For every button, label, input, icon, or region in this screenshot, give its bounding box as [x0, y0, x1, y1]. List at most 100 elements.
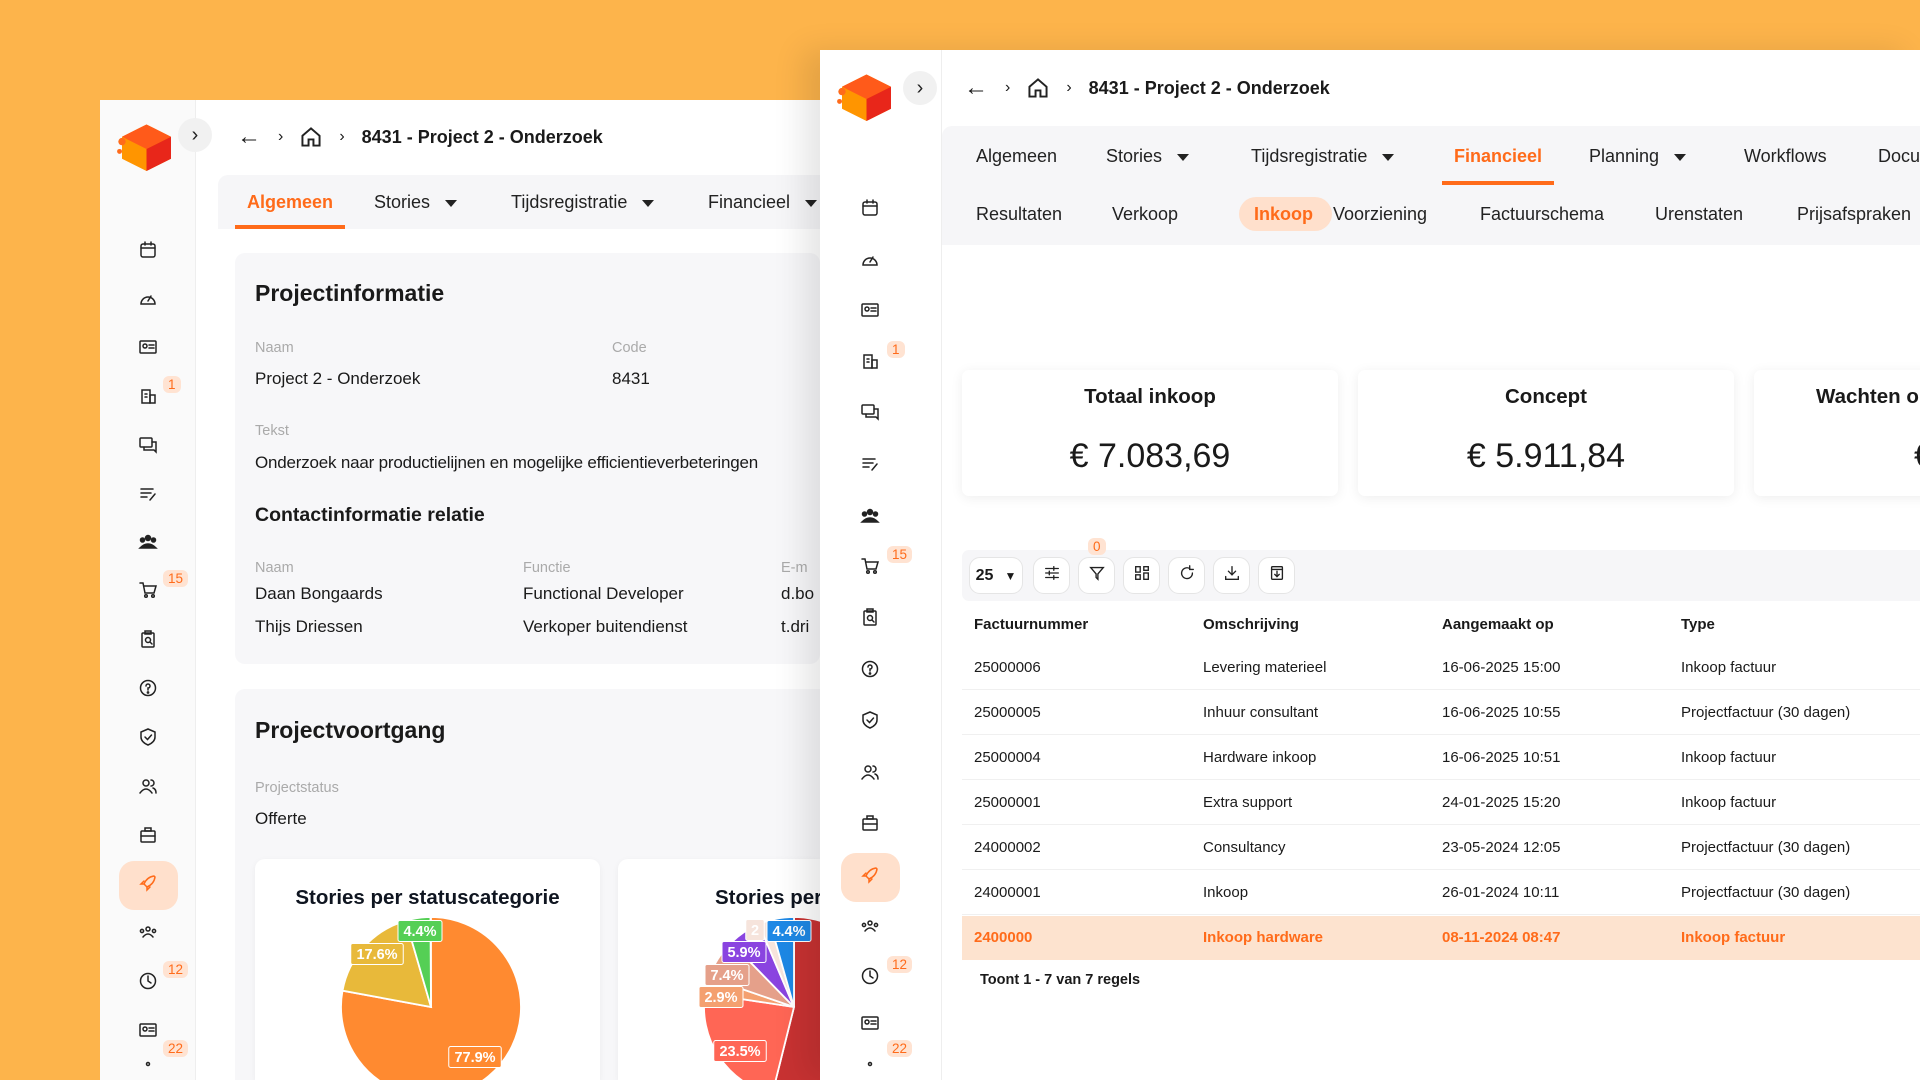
subtab-voorziening[interactable]: Voorziening: [1333, 204, 1428, 224]
chevron-right-icon: ›: [339, 128, 345, 145]
chat-icon: [138, 435, 158, 460]
pie-label: 2: [745, 919, 765, 941]
expand-sidebar-button[interactable]: ›: [903, 71, 937, 105]
sidebar-item-rocket[interactable]: [840, 852, 900, 902]
sidebar-item-id-card[interactable]: [858, 1013, 882, 1037]
tab-tijdsregistratie[interactable]: Tijdsregistratie: [511, 192, 655, 213]
sidebar-item-calendar[interactable]: [136, 240, 160, 264]
id-card-icon: [138, 337, 158, 362]
sidebar-item-clipboard-search[interactable]: [858, 607, 882, 631]
sidebar-item-more[interactable]: [858, 1050, 882, 1074]
sidebar-item-chat[interactable]: [136, 435, 160, 459]
sidebar-item-clock[interactable]: [136, 971, 160, 995]
sidebar-item-cart[interactable]: [858, 556, 882, 580]
table-row[interactable]: 25000004 Hardware inkoop 16-06-2025 10:51 I…: [962, 736, 1920, 780]
arrow-left-icon[interactable]: ←: [964, 74, 988, 101]
sidebar-item-help[interactable]: [136, 678, 160, 702]
sidebar-item-id-card[interactable]: [858, 300, 882, 324]
sidebar-item-rocket[interactable]: [118, 860, 178, 910]
contact-email[interactable]: d.bo: [781, 584, 815, 603]
caret-down-icon: [642, 199, 655, 207]
subtab-factuurschema[interactable]: Factuurschema: [1480, 204, 1605, 224]
sidebar-item-clock[interactable]: [858, 966, 882, 990]
sidebar-item-users[interactable]: [858, 762, 882, 786]
contact-header: Functie: [523, 560, 571, 576]
pie-label: 4.4%: [766, 920, 812, 942]
sidebar-item-edit-list[interactable]: [858, 454, 882, 478]
download-button[interactable]: [1213, 557, 1250, 594]
sliders-icon: [1043, 564, 1061, 587]
sidebar-item-building[interactable]: [858, 351, 882, 375]
tab-tijdsregistratie[interactable]: Tijdsregistratie: [1251, 146, 1395, 167]
tab-stories[interactable]: Stories: [374, 192, 458, 213]
page-size-select[interactable]: 25 ▼: [969, 557, 1023, 594]
table-row[interactable]: 24000002 Consultancy 23-05-2024 12:05 Proje…: [962, 826, 1920, 870]
tab-workflows[interactable]: Workflows: [1744, 146, 1827, 167]
sidebar-item-shield-check[interactable]: [136, 727, 160, 751]
refresh-button[interactable]: [1168, 557, 1205, 594]
tab-algemeen[interactable]: Algemeen: [976, 146, 1057, 167]
table-footer: Toont 1 - 7 van 7 regels: [980, 972, 1141, 988]
subtab-urenstaten[interactable]: Urenstaten: [1655, 204, 1744, 224]
subtab-resultaten[interactable]: Resultaten: [976, 204, 1063, 224]
sidebar-item-shield-check[interactable]: [858, 710, 882, 734]
sliders-button[interactable]: [1033, 557, 1070, 594]
pie-slice[interactable]: [772, 918, 820, 1080]
table-row[interactable]: 2400000 Inkoop hardware 08-11-2024 08:47 In…: [962, 916, 1920, 960]
tab-label: Stories: [1106, 146, 1163, 166]
sidebar-item-group[interactable]: [858, 916, 882, 940]
filter-button[interactable]: [1078, 557, 1115, 594]
sidebar-item-team[interactable]: [136, 532, 160, 556]
gauge-icon: [138, 289, 158, 314]
subtab-verkoop[interactable]: Verkoop: [1112, 204, 1179, 224]
logo: [117, 124, 171, 171]
sidebar-item-briefcase[interactable]: [858, 813, 882, 837]
sidebar-item-gauge[interactable]: [858, 250, 882, 274]
tab-label: Financieel: [708, 192, 791, 212]
sidebar-item-help[interactable]: [858, 659, 882, 683]
sidebar-item-edit-list[interactable]: [136, 484, 160, 508]
home-icon[interactable]: [300, 126, 322, 148]
sidebar-item-briefcase[interactable]: [136, 825, 160, 849]
tab-financieel[interactable]: Financieel: [708, 192, 818, 213]
table-row[interactable]: 24000001 Inkoop 26-01-2024 10:11 Projectfac…: [962, 871, 1920, 915]
tab-label: Stories: [374, 192, 431, 212]
sidebar-item-group[interactable]: [136, 922, 160, 946]
arrow-left-icon[interactable]: ←: [237, 123, 261, 150]
table-cell: 16-06-2025 10:55: [1442, 704, 1561, 721]
sidebar-item-more[interactable]: [136, 1050, 160, 1074]
home-icon[interactable]: [1027, 77, 1049, 99]
tab-docu[interactable]: Docu: [1878, 146, 1920, 167]
sidebar-item-clipboard-search[interactable]: [136, 629, 160, 653]
subtab-inkoop[interactable]: Inkoop: [1254, 204, 1313, 224]
sidebar-item-chat[interactable]: [858, 402, 882, 426]
sidebar-item-gauge[interactable]: [136, 289, 160, 313]
table-row[interactable]: 25000005 Inhuur consultant 16-06-2025 10:5…: [962, 691, 1920, 735]
sidebar-item-id-card[interactable]: [136, 1020, 160, 1044]
subtab-prijsafspraken[interactable]: Prijsafspraken: [1797, 204, 1912, 224]
grid-button[interactable]: [1123, 557, 1160, 594]
sidebar-item-building[interactable]: [136, 386, 160, 410]
table-row[interactable]: 25000006 Levering materieel 16-06-2025 15:…: [962, 646, 1920, 690]
expand-sidebar-button[interactable]: ›: [178, 118, 212, 152]
pie-label: 4.4%: [397, 920, 443, 942]
export-button[interactable]: [1258, 557, 1295, 594]
tab-algemeen[interactable]: Algemeen: [247, 192, 333, 213]
table-row[interactable]: 25000001 Extra support 24-01-2025 15:20 Ink…: [962, 781, 1920, 825]
sidebar-item-users[interactable]: [136, 776, 160, 800]
front-window: 1 15 12 22 › ← › › 8431 - Project 2 - Onder…: [820, 50, 1920, 1080]
sidebar-item-calendar[interactable]: [858, 198, 882, 222]
tab-planning[interactable]: Planning: [1589, 146, 1687, 167]
kpi-value: €: [1914, 437, 1920, 476]
tab-stories[interactable]: Stories: [1106, 146, 1190, 167]
kpi-value: € 5.911,84: [1466, 437, 1626, 475]
edit-list-icon: [138, 484, 158, 509]
contact-email[interactable]: t.dri: [781, 617, 810, 636]
sidebar-item-id-card[interactable]: [136, 337, 160, 361]
sidebar-item-cart[interactable]: [136, 580, 160, 604]
table-cell: Inkoop factuur: [1681, 929, 1786, 946]
tab-financieel[interactable]: Financieel: [1454, 146, 1542, 167]
tab-label: Financieel: [1454, 146, 1543, 166]
briefcase-icon: [138, 825, 158, 850]
sidebar-item-team[interactable]: [858, 506, 882, 530]
